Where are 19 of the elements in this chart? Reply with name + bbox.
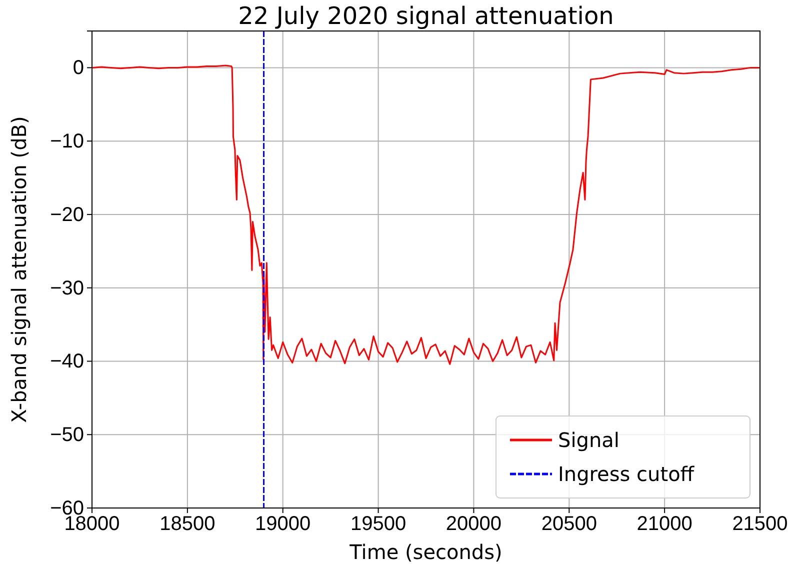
y-axis-title: X-band signal attenuation (dB) [7, 116, 31, 423]
x-tick-label: 19500 [350, 513, 406, 536]
y-tick-label: −10 [50, 130, 84, 152]
y-tick-label: −50 [50, 424, 84, 446]
x-tick-label: 19000 [255, 513, 311, 536]
chart-title: 22 July 2020 signal attenuation [238, 2, 614, 30]
x-axis-title: Time (seconds) [348, 540, 502, 564]
x-tick-label: 21500 [732, 513, 788, 536]
y-tick-label: −20 [50, 204, 84, 226]
x-tick-label: 20000 [446, 513, 502, 536]
x-tick-label: 18500 [160, 513, 216, 536]
y-tick-label: −40 [50, 350, 84, 373]
legend-label: Signal [558, 428, 620, 452]
x-tick-label: 20500 [541, 513, 597, 536]
legend-label: Ingress cutoff [558, 462, 696, 486]
y-tick-label: 0 [72, 57, 84, 80]
y-tick-label: −30 [50, 277, 84, 300]
x-tick-label: 21000 [636, 513, 692, 536]
line-series [91, 64, 761, 365]
